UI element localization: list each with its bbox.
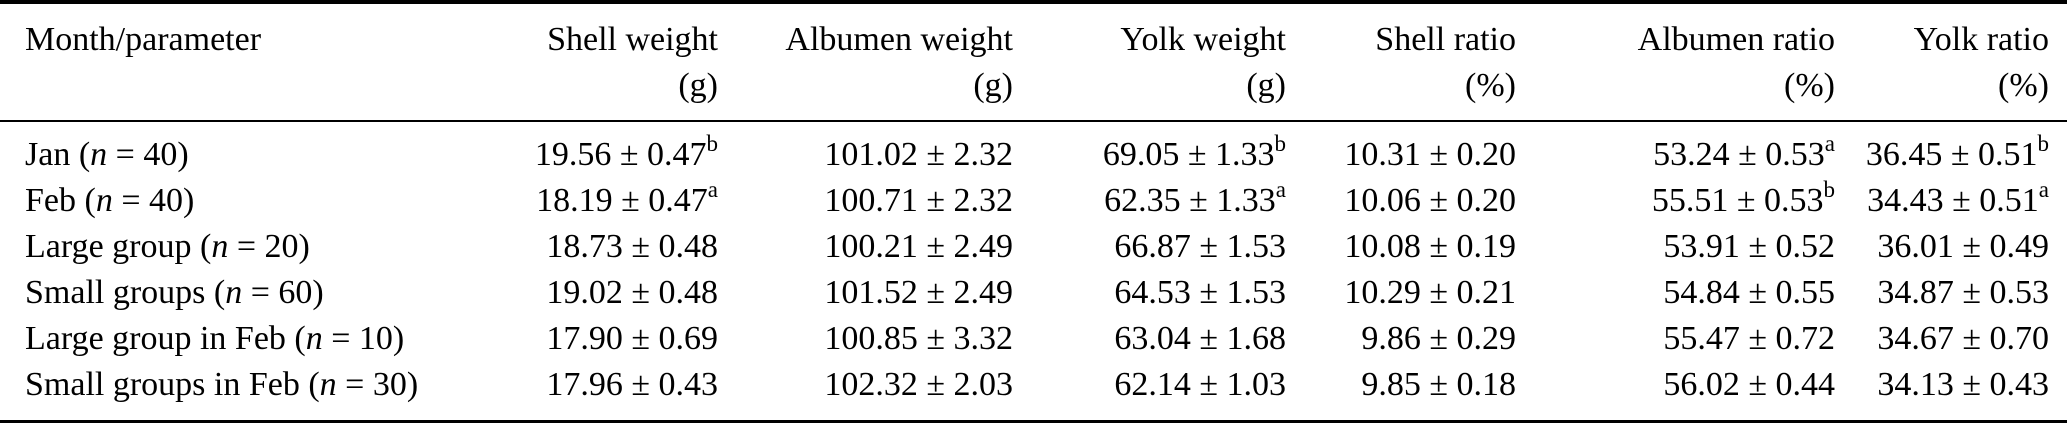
table-cell: 19.56 ± 0.47b (534, 131, 718, 173)
table-row-jan: Jan (n = 40) 19.56 ± 0.47b 101.02 ± 2.32… (0, 121, 2067, 178)
table-header: Month/parameter Shell weight (g) Albumen … (0, 2, 2067, 122)
row-label: Small groups in Feb (n = 30) (25, 366, 419, 403)
table-cell: 66.87 ± 1.53 (1114, 228, 1286, 265)
table-cell: 34.43 ± 0.51a (1867, 177, 2049, 219)
header-row: Month/parameter Shell weight (g) Albumen … (0, 2, 2067, 122)
table-cell: 34.13 ± 0.43 (1877, 366, 2049, 403)
table-cell: 55.51 ± 0.53b (1651, 177, 1835, 219)
table-cell: 102.32 ± 2.03 (824, 366, 1013, 403)
row-label: Small groups (n = 60) (25, 274, 324, 311)
table-cell: 53.24 ± 0.53a (1653, 131, 1835, 173)
table-row-small-groups: Small groups (n = 60) 19.02 ± 0.48 101.5… (0, 270, 2067, 316)
table-cell: 34.67 ± 0.70 (1877, 320, 2049, 357)
table-cell: 36.45 ± 0.51b (1865, 131, 2049, 173)
table-cell: 17.96 ± 0.43 (546, 366, 718, 403)
table-cell: 55.47 ± 0.72 (1663, 320, 1835, 357)
table-cell: 18.19 ± 0.47a (536, 177, 718, 219)
table-cell: 36.01 ± 0.49 (1877, 228, 2049, 265)
table-cell: 18.73 ± 0.48 (546, 228, 718, 265)
table-cell: 62.14 ± 1.03 (1114, 366, 1286, 403)
table-cell: 17.90 ± 0.69 (546, 320, 718, 357)
table-cell: 53.91 ± 0.52 (1663, 228, 1835, 265)
column-header-albumen-ratio: Albumen ratio (%) (1516, 2, 1835, 122)
table-cell: 101.02 ± 2.32 (824, 136, 1013, 173)
table-cell: 56.02 ± 0.44 (1663, 366, 1835, 403)
table-cell: 63.04 ± 1.68 (1114, 320, 1286, 357)
table-row-large-group: Large group (n = 20) 18.73 ± 0.48 100.21… (0, 224, 2067, 270)
table-body: Jan (n = 40) 19.56 ± 0.47b 101.02 ± 2.32… (0, 121, 2067, 422)
table-cell: 10.08 ± 0.19 (1344, 228, 1516, 265)
table-cell: 69.05 ± 1.33b (1102, 131, 1286, 173)
column-header-shell-ratio: Shell ratio (%) (1286, 2, 1516, 122)
table-cell: 100.85 ± 3.32 (824, 320, 1013, 357)
row-label: Large group (n = 20) (25, 228, 310, 265)
table-row-large-group-feb: Large group in Feb (n = 10) 17.90 ± 0.69… (0, 316, 2067, 362)
row-label: Jan (n = 40) (25, 136, 189, 173)
table-row-feb: Feb (n = 40) 18.19 ± 0.47a 100.71 ± 2.32… (0, 178, 2067, 224)
table-cell: 9.86 ± 0.29 (1361, 320, 1516, 357)
table-cell: 19.02 ± 0.48 (546, 274, 718, 311)
table-cell: 62.35 ± 1.33a (1104, 177, 1286, 219)
table-cell: 100.71 ± 2.32 (824, 182, 1013, 219)
row-label: Feb (n = 40) (25, 182, 195, 219)
column-header-shell-weight: Shell weight (g) (460, 2, 718, 122)
table-cell: 10.06 ± 0.20 (1344, 182, 1516, 219)
table-cell: 64.53 ± 1.53 (1114, 274, 1286, 311)
table-cell: 9.85 ± 0.18 (1361, 366, 1516, 403)
column-header-yolk-ratio: Yolk ratio (%) (1835, 2, 2067, 122)
row-label: Large group in Feb (n = 10) (25, 320, 405, 357)
table-cell: 100.21 ± 2.49 (824, 228, 1013, 265)
table-cell: 54.84 ± 0.55 (1663, 274, 1835, 311)
column-header-yolk-weight: Yolk weight (g) (1013, 2, 1286, 122)
table-cell: 10.31 ± 0.20 (1344, 136, 1516, 173)
table-cell: 34.87 ± 0.53 (1877, 274, 2049, 311)
table-cell: 101.52 ± 2.49 (824, 274, 1013, 311)
column-header-month-parameter: Month/parameter (0, 2, 460, 122)
column-header-albumen-weight: Albumen weight (g) (718, 2, 1013, 122)
table-row-small-groups-feb: Small groups in Feb (n = 30) 17.96 ± 0.4… (0, 362, 2067, 422)
table-cell: 10.29 ± 0.21 (1344, 274, 1516, 311)
